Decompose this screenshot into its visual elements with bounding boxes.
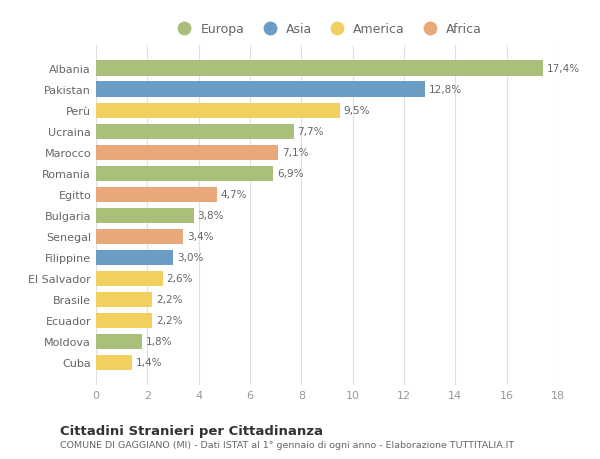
Bar	[96, 103, 340, 118]
Text: 12,8%: 12,8%	[428, 85, 461, 95]
Text: 17,4%: 17,4%	[547, 64, 580, 74]
Text: 6,9%: 6,9%	[277, 169, 304, 179]
Bar	[96, 229, 183, 244]
Text: Cittadini Stranieri per Cittadinanza: Cittadini Stranieri per Cittadinanza	[60, 424, 323, 437]
Bar	[96, 313, 152, 328]
Bar	[96, 250, 173, 265]
Bar	[96, 145, 278, 160]
Bar	[96, 166, 273, 181]
Bar	[96, 187, 217, 202]
Text: 2,2%: 2,2%	[157, 295, 183, 305]
Legend: Europa, Asia, America, Africa: Europa, Asia, America, Africa	[167, 18, 487, 41]
Bar	[96, 62, 542, 77]
Text: 2,6%: 2,6%	[167, 274, 193, 284]
Bar	[96, 124, 293, 140]
Bar	[96, 334, 142, 349]
Text: 1,8%: 1,8%	[146, 336, 173, 347]
Bar	[96, 208, 194, 223]
Text: 7,7%: 7,7%	[298, 127, 324, 137]
Text: 4,7%: 4,7%	[220, 190, 247, 200]
Text: 9,5%: 9,5%	[344, 106, 370, 116]
Text: 3,4%: 3,4%	[187, 232, 214, 242]
Bar	[96, 271, 163, 286]
Text: 2,2%: 2,2%	[157, 316, 183, 325]
Text: 3,8%: 3,8%	[197, 211, 224, 221]
Text: 1,4%: 1,4%	[136, 358, 162, 368]
Bar	[96, 292, 152, 307]
Text: 3,0%: 3,0%	[177, 253, 203, 263]
Text: 7,1%: 7,1%	[282, 148, 308, 158]
Text: COMUNE DI GAGGIANO (MI) - Dati ISTAT al 1° gennaio di ogni anno - Elaborazione T: COMUNE DI GAGGIANO (MI) - Dati ISTAT al …	[60, 441, 514, 449]
Bar	[96, 355, 132, 370]
Bar	[96, 82, 425, 97]
